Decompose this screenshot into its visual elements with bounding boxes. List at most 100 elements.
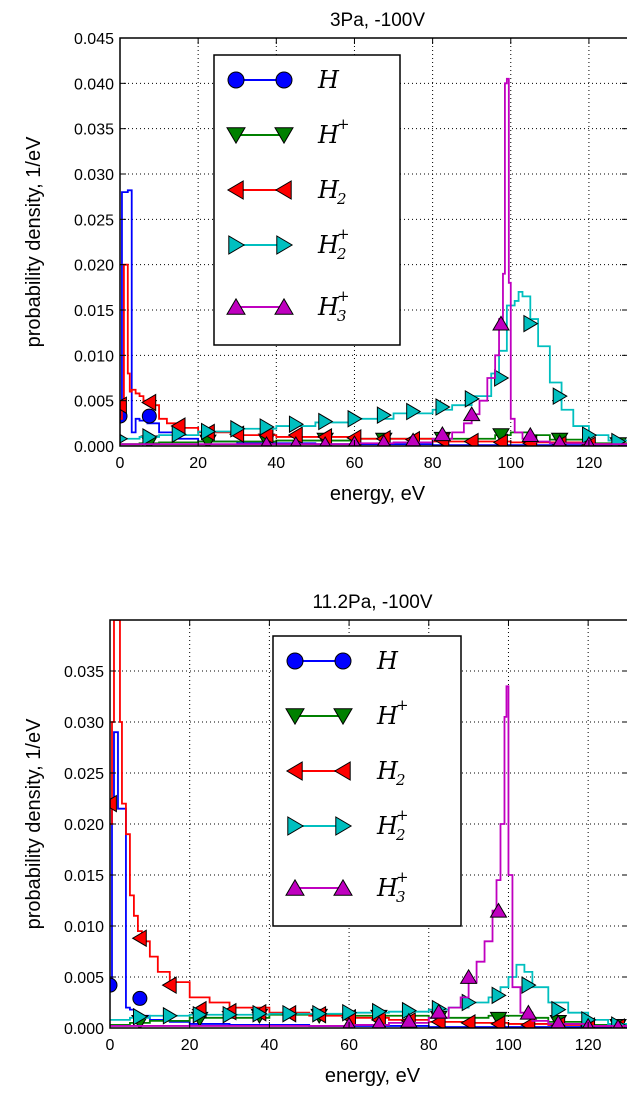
legend-marker [274, 180, 292, 200]
y-tick-label: 0.040 [74, 76, 114, 93]
y-tick-label: 0.010 [64, 919, 104, 936]
data-point [461, 993, 477, 1012]
legend-marker [274, 297, 294, 315]
legend-marker [274, 127, 294, 145]
data-point [435, 398, 451, 416]
legend-subscript: 3 [396, 888, 406, 906]
legend-superscript: + [337, 225, 350, 243]
x-tick-label: 80 [420, 1037, 438, 1054]
y-tick-label: 0.015 [74, 303, 114, 320]
legend-superscript: + [337, 287, 350, 305]
legend-label: H [376, 647, 399, 675]
legend-marker [276, 235, 294, 255]
data-point [131, 929, 147, 948]
data-point [312, 1004, 328, 1023]
series-group [120, 77, 627, 446]
data-point [288, 415, 305, 434]
data-point [171, 425, 187, 444]
legend-label: H [376, 702, 399, 730]
data-point [460, 1014, 476, 1028]
legend-superscript: + [396, 696, 409, 714]
legend-superscript: + [396, 806, 409, 824]
data-point [433, 426, 452, 442]
data-point [132, 990, 148, 1006]
chart-title: 3Pa, -100V [330, 10, 425, 31]
data-point [201, 422, 217, 441]
x-tick-label: 40 [260, 1037, 278, 1054]
data-point [260, 436, 273, 446]
legend-marker [287, 816, 305, 836]
data-point [521, 976, 537, 995]
data-point [230, 419, 246, 438]
data-point [464, 389, 480, 408]
legend-label: H [317, 66, 340, 94]
data-point [429, 1003, 448, 1019]
data-point [552, 434, 567, 446]
x-tick-label: 0 [106, 1037, 115, 1054]
legend-box [213, 54, 401, 346]
legend-label: H [376, 757, 399, 785]
data-point [110, 794, 117, 813]
legend-item: H+ [285, 696, 409, 730]
data-point [259, 418, 275, 436]
legend-marker [228, 235, 246, 255]
legend-marker [227, 71, 245, 89]
data-point [141, 408, 157, 424]
data-point [376, 406, 392, 425]
chart-2: 0 20 40 60 80 100 120 0.000 0.005 0.010 0.015 0.020… [23, 592, 627, 1087]
legend-subscript: 3 [337, 307, 347, 325]
data-point [406, 402, 422, 421]
data-point [372, 1002, 388, 1021]
y-tick-label: 0.035 [64, 664, 104, 681]
data-point [371, 1015, 387, 1028]
y-axis-label: probability density, 1/eV [23, 136, 45, 348]
legend-marker [226, 127, 246, 145]
data-point [120, 396, 127, 415]
x-tick-label: 100 [495, 1037, 522, 1054]
y-tick-label: 0.030 [74, 167, 114, 184]
data-point [222, 1005, 238, 1024]
x-tick-label: 20 [189, 455, 207, 472]
legend-marker [333, 761, 351, 781]
y-tick-label: 0.035 [74, 122, 114, 139]
data-point [342, 1003, 358, 1022]
data-point [520, 1016, 536, 1028]
data-point [318, 412, 334, 431]
y-tick-label: 0.010 [74, 348, 114, 365]
data-point [552, 387, 568, 406]
legend-label: H [317, 293, 340, 321]
legend-box [272, 635, 462, 927]
y-tick-label: 0.000 [64, 1021, 104, 1038]
legend-label: H [376, 874, 399, 902]
data-point [489, 902, 508, 918]
legend-superscript: + [396, 868, 409, 886]
legend-superscript: + [337, 115, 350, 133]
data-point [551, 1000, 567, 1019]
data-point [612, 1018, 624, 1028]
data-point [161, 976, 177, 995]
legend-item: H3 + [226, 287, 350, 325]
x-tick-label: 80 [424, 455, 442, 472]
legend-marker [333, 708, 353, 726]
y-tick-label: 0.025 [74, 212, 114, 229]
chart-1: 0 20 40 60 80 100 120 0.000 0.005 0.010 0.015 0.020… [23, 10, 627, 505]
legend-item: H2 + [287, 806, 409, 844]
data-point [289, 436, 302, 446]
legend-item: H [286, 647, 399, 675]
y-tick-label: 0.030 [64, 715, 104, 732]
data-point [142, 428, 158, 446]
y-tick-label: 0.005 [74, 394, 114, 411]
legend-label: H [317, 176, 340, 204]
x-tick-label: 60 [346, 455, 364, 472]
legend-marker [335, 816, 353, 836]
x-tick-label: 0 [116, 455, 125, 472]
data-point [459, 968, 478, 984]
data-point [492, 433, 508, 446]
chart-title: 11.2Pa, -100V [312, 592, 432, 613]
data-point [252, 1004, 268, 1023]
legend-item: H3 + [285, 868, 409, 906]
legend-marker [226, 297, 246, 315]
x-tick-label: 120 [576, 455, 603, 472]
data-point [110, 977, 118, 993]
